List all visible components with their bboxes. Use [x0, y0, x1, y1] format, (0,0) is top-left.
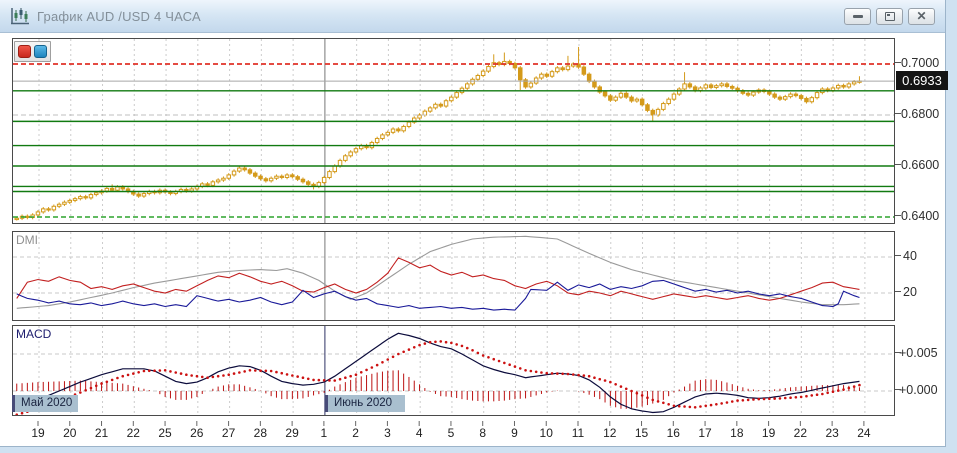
minimize-icon: [852, 14, 863, 18]
close-icon: ✕: [916, 9, 927, 23]
date-label: 4: [415, 426, 423, 440]
sell-button[interactable]: [18, 45, 31, 58]
dmi-axis-label-20: 20: [903, 285, 917, 299]
dmi-axis-label-40: 40: [903, 249, 917, 263]
price-tick: [895, 164, 901, 165]
date-label: 29: [285, 426, 299, 440]
price-label-06400: 0.6400: [901, 209, 940, 223]
restore-icon: [884, 11, 895, 21]
chart-canvas: [13, 326, 894, 416]
macd-axis-label-0005: +0.005: [899, 346, 938, 360]
macd-tick: [895, 389, 901, 390]
date-label: 5: [447, 426, 455, 440]
date-label: 2: [352, 426, 359, 440]
price-tick: [895, 113, 901, 114]
dmi-tick: [895, 255, 901, 256]
date-label: 21: [94, 426, 109, 440]
date-label: 27: [221, 426, 236, 440]
date-label: 26: [190, 426, 204, 440]
date-label: 10: [539, 426, 553, 440]
candlestick-chart-icon: [11, 8, 29, 25]
price-label-07000: 0.7000: [901, 56, 940, 70]
chart-canvas: [13, 39, 894, 223]
date-labels-row: 19 20 21 22 25 26 27 28 29 1 2 3 4 5 8 9 10 11 12 15 16 17 18 1…: [12, 424, 895, 444]
close-button[interactable]: ✕: [908, 7, 935, 25]
date-label: 11: [571, 426, 585, 440]
dmi-indicator-panel[interactable]: [12, 231, 895, 321]
date-label: 8: [479, 426, 487, 440]
price-tick: [895, 215, 901, 216]
chart-window: График AUD /USD 4 ЧАСА ✕ DMI MACD 0.7000…: [0, 0, 948, 447]
date-label: 23: [825, 426, 839, 440]
dmi-panel-label: DMI: [16, 233, 38, 247]
time-axis: [12, 416, 895, 445]
window-title: График AUD /USD 4 ЧАСА: [37, 8, 201, 24]
date-label: 9: [511, 426, 518, 440]
chart-canvas: [37, 421, 865, 426]
date-label: 28: [253, 426, 268, 440]
date-label: 22: [793, 426, 808, 440]
date-label: 15: [634, 426, 649, 440]
date-label: 12: [603, 426, 617, 440]
current-price-badge: 0.6933: [896, 71, 948, 90]
date-label: 25: [158, 426, 172, 440]
date-label: 3: [384, 426, 391, 440]
price-tick: [895, 62, 901, 63]
price-chart-panel[interactable]: [12, 38, 895, 224]
window-titlebar: График AUD /USD 4 ЧАСА ✕: [0, 0, 945, 33]
date-label: 19: [761, 426, 776, 440]
macd-tick: [895, 352, 901, 353]
price-label-06600: 0.6600: [901, 158, 940, 172]
macd-panel-label: MACD: [16, 327, 52, 341]
restore-button[interactable]: [876, 7, 903, 25]
dmi-tick: [895, 291, 901, 292]
order-buttons-toolbar: [14, 41, 51, 62]
date-label: 24: [857, 426, 871, 440]
buy-button[interactable]: [34, 45, 47, 58]
date-label: 22: [126, 426, 140, 440]
macd-indicator-panel[interactable]: [12, 325, 895, 416]
month-label-june: Июнь 2020: [325, 395, 405, 412]
date-label: 17: [698, 426, 712, 440]
date-label: 20: [63, 426, 77, 440]
date-label: 19: [31, 426, 45, 440]
date-label: 16: [666, 426, 680, 440]
minimize-button[interactable]: [844, 7, 871, 25]
date-label: 1: [320, 426, 328, 440]
chart-canvas: [13, 232, 894, 320]
date-label: 18: [730, 426, 744, 440]
macd-axis-label-0000: +0.000: [899, 383, 938, 397]
month-label-may: Май 2020: [12, 395, 78, 412]
price-label-06800: 0.6800: [901, 107, 940, 121]
